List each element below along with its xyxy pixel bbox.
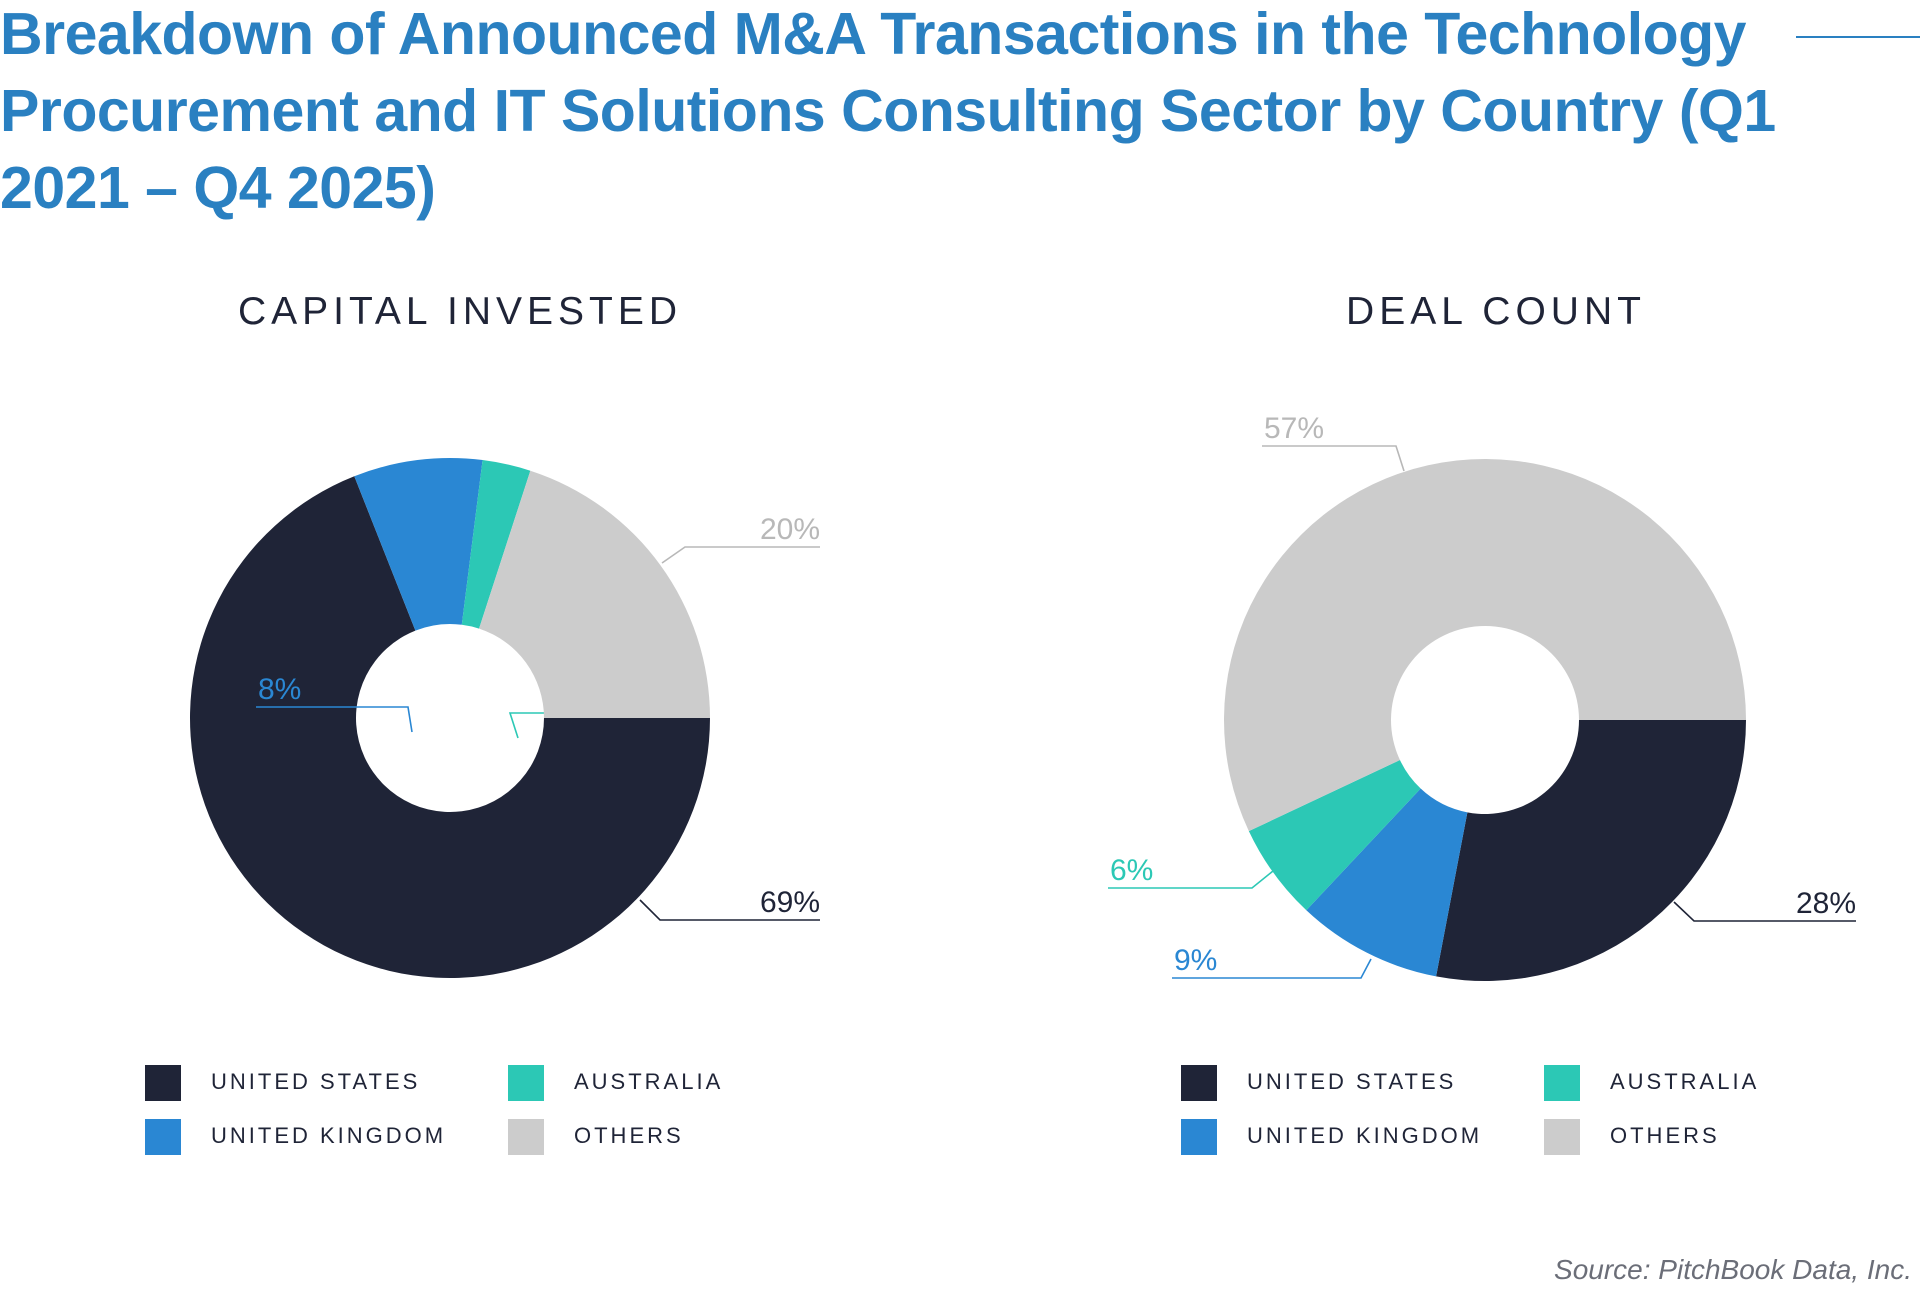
legend-label-united-states: UNITED STATES — [1247, 1069, 1457, 1094]
deal-count-legend: UNITED STATES AUSTRALIA UNITED KINGDOM O… — [1181, 1065, 1881, 1185]
chart-title-capital-invested: CAPITAL INVESTED — [237, 290, 683, 333]
slice-australia — [461, 460, 531, 629]
legend-label-australia: AUSTRALIA — [1610, 1069, 1760, 1094]
data-label-others: 57% — [1264, 412, 1324, 445]
slice-australia — [1248, 760, 1421, 911]
slice-united-states — [189, 476, 710, 978]
slice-others — [1224, 459, 1746, 832]
legend-label-australia: AUSTRALIA — [574, 1069, 724, 1094]
legend-label-united-kingdom: UNITED KINGDOM — [1247, 1123, 1483, 1148]
leader-line-united-kingdom — [256, 706, 413, 733]
data-label-united-states: 28% — [1796, 887, 1856, 920]
legend-swatch-australia — [508, 1065, 544, 1101]
legend-swatch-others — [1544, 1119, 1580, 1155]
data-label-united-kingdom: 9% — [1174, 944, 1217, 977]
legend-swatch-australia — [1544, 1065, 1580, 1101]
title-rule — [1796, 36, 1920, 38]
slice-united-states — [1436, 720, 1746, 981]
legend-swatch-united-kingdom — [1181, 1119, 1217, 1155]
legend-swatch-united-kingdom — [145, 1119, 181, 1155]
slice-others — [479, 470, 710, 718]
legend-label-others: OTHERS — [574, 1123, 684, 1148]
leader-line-others — [1262, 445, 1405, 472]
deal-count-donut: 28% 9% 6% 57% — [1108, 412, 1856, 981]
page-title: Breakdown of Announced M&A Transactions … — [0, 1, 1776, 221]
capital-invested-chart: CAPITAL INVESTED 69%8%3%20% UNITED STATE… — [0, 270, 960, 1200]
leader-line-others — [661, 546, 820, 564]
legend-label-united-kingdom: UNITED KINGDOM — [211, 1123, 447, 1148]
data-label-united-kingdom: 8% — [258, 673, 301, 706]
leader-line-australia — [1108, 870, 1274, 889]
legend-label-united-states: UNITED STATES — [211, 1069, 421, 1094]
source-note: Source: PitchBook Data, Inc. — [1554, 1254, 1912, 1285]
leader-line-united-states — [1673, 901, 1856, 922]
slice-united-kingdom — [1306, 788, 1468, 977]
data-label-united-states: 69% — [760, 886, 820, 919]
legend-swatch-others — [508, 1119, 544, 1155]
leader-line-united-states — [639, 899, 820, 921]
legend-swatch-united-states — [145, 1065, 181, 1101]
capital-invested-donut: 69%8%3%20% — [189, 458, 820, 978]
chart-title-deal-count: DEAL COUNT — [1346, 290, 1646, 333]
legend-label-others: OTHERS — [1610, 1123, 1720, 1148]
deal-count-chart: DEAL COUNT 28% 9% 6% 57% UNITED STATES AUST… — [1036, 270, 1920, 1200]
leader-line-united-kingdom — [1172, 958, 1372, 979]
legend-swatch-united-states — [1181, 1065, 1217, 1101]
data-label-others: 20% — [760, 513, 820, 546]
slice-united-kingdom — [354, 458, 483, 631]
data-label-australia: 6% — [1110, 854, 1153, 887]
capital-invested-legend: UNITED STATES AUSTRALIA UNITED KINGDOM O… — [145, 1065, 845, 1185]
